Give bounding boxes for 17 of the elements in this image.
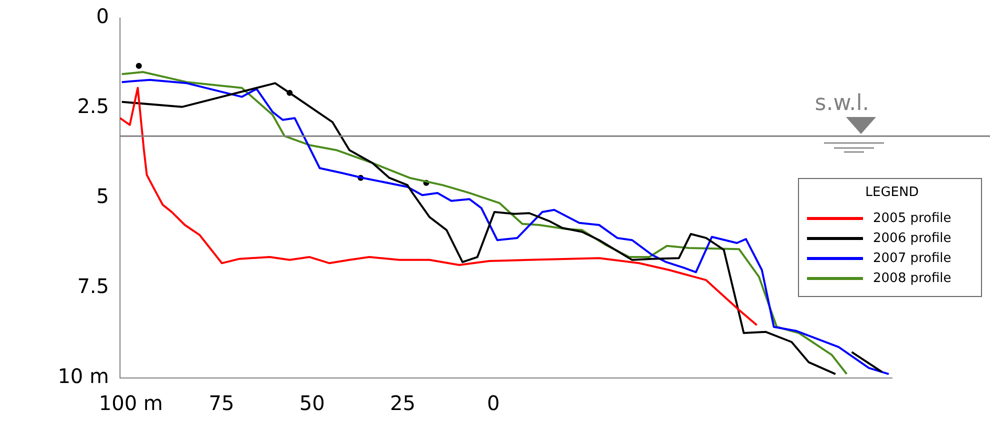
legend-label: 2008 profile [873,270,952,286]
y-tick-label: 5 [96,184,109,208]
y-tick-label: 10 m [58,364,109,388]
ref-line-label: s.w.l. [814,91,870,116]
point [136,62,142,69]
legend-title: LEGEND [864,185,920,200]
x-tick-label: 50 [299,391,325,416]
legend-label: 2007 profile [873,250,952,266]
y-tick-label: 7.5 [77,274,109,298]
x-tick-label: 25 [390,391,416,416]
y-tick-label: 2.5 [77,94,109,118]
x-tick-label: 100 m [98,391,163,416]
x-tick-label: 0 [486,391,500,416]
y-tick-label: 0 [96,4,109,28]
legend-label: 2005 profile [873,210,952,226]
legend-label: 2006 profile [873,230,952,246]
x-tick-label: 75 [208,391,234,416]
